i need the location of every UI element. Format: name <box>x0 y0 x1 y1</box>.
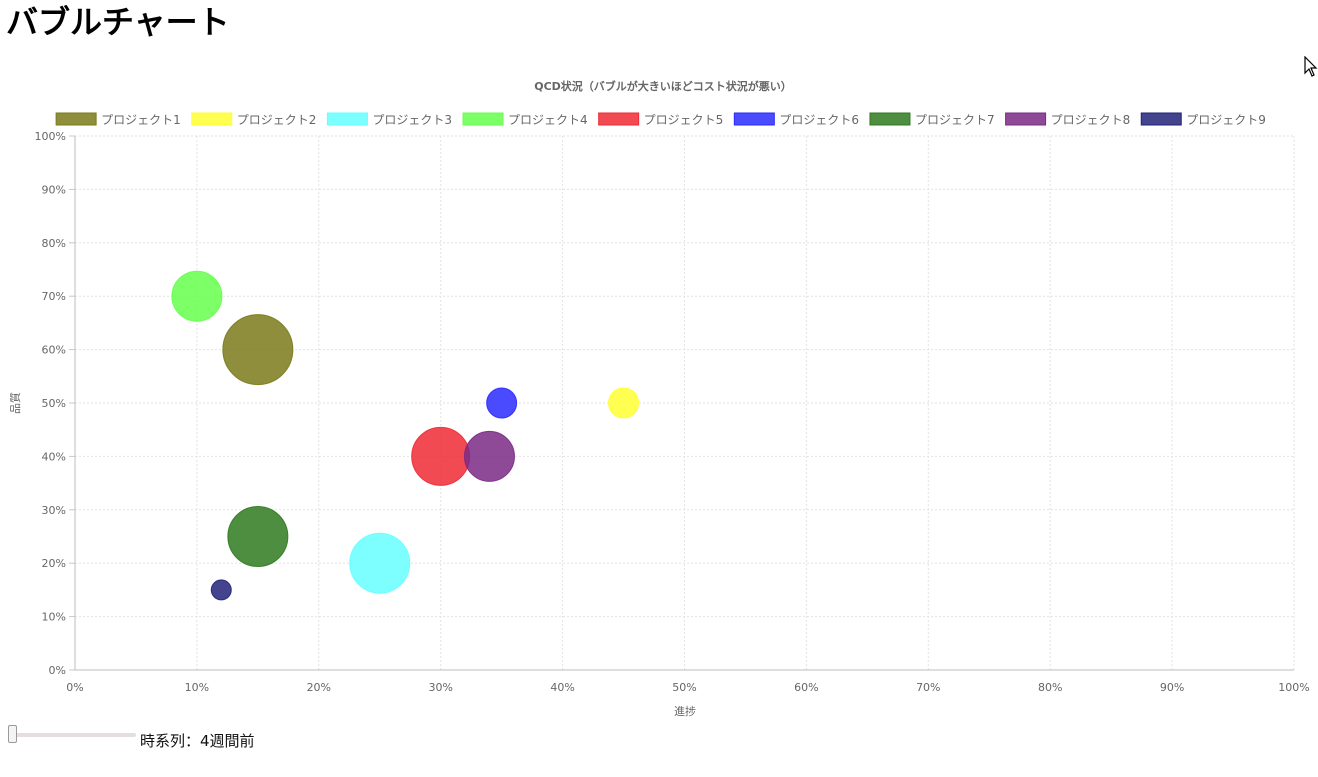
legend-item[interactable]: プロジェクト1 <box>55 112 181 127</box>
bubble[interactable] <box>349 532 411 594</box>
y-tick-label: 20% <box>42 557 66 570</box>
legend-swatch <box>1005 112 1047 126</box>
legend-label: プロジェクト3 <box>372 113 452 127</box>
bubble[interactable] <box>463 430 515 482</box>
legend-swatch <box>869 112 911 126</box>
x-tick-label: 20% <box>307 681 331 694</box>
x-tick-label: 10% <box>185 681 209 694</box>
slider-track[interactable] <box>8 733 136 737</box>
x-tick-label: 70% <box>916 681 940 694</box>
legend-item[interactable]: プロジェクト7 <box>869 112 995 127</box>
x-tick-label: 30% <box>428 681 452 694</box>
legend-label: プロジェクト9 <box>1186 113 1266 127</box>
legend-swatch <box>191 112 233 126</box>
x-axis-label: 進捗 <box>674 704 696 718</box>
x-tick-label: 50% <box>672 681 696 694</box>
legend-label: プロジェクト8 <box>1051 113 1131 127</box>
legend-item[interactable]: プロジェクト8 <box>1005 112 1131 127</box>
legend-swatch <box>1140 112 1182 126</box>
legend-item[interactable]: プロジェクト9 <box>1140 112 1266 127</box>
legend-label: プロジェクト6 <box>779 113 859 127</box>
x-tick-label: 90% <box>1160 681 1184 694</box>
legend-item[interactable]: プロジェクト3 <box>326 112 452 127</box>
chart-title: QCD状況（バブルが大きいほどコスト状況が悪い） <box>534 79 792 93</box>
chart-grid <box>74 135 1295 671</box>
legend-item[interactable]: プロジェクト4 <box>462 112 588 127</box>
bubble[interactable] <box>411 426 471 486</box>
y-tick-label: 30% <box>42 504 66 517</box>
y-axis-label: 品質 <box>8 392 22 414</box>
bubble[interactable] <box>210 579 232 601</box>
y-tick-label: 100% <box>35 130 66 143</box>
y-tick-label: 10% <box>42 611 66 624</box>
y-tick-label: 70% <box>42 290 66 303</box>
legend-swatch <box>55 112 97 126</box>
y-tick-label: 50% <box>42 397 66 410</box>
chart-bubbles <box>171 270 640 601</box>
legend-label: プロジェクト1 <box>101 113 181 127</box>
x-tick-label: 80% <box>1038 681 1062 694</box>
timeline-label: 時系列：4週間前 <box>140 732 255 750</box>
timeline-slider[interactable] <box>8 724 138 746</box>
bubble[interactable] <box>227 506 289 567</box>
legend-label: プロジェクト7 <box>915 113 995 127</box>
legend-swatch <box>462 112 504 126</box>
legend-item[interactable]: プロジェクト2 <box>191 112 317 127</box>
y-tick-label: 40% <box>42 450 66 463</box>
legend-item[interactable]: プロジェクト5 <box>598 112 724 127</box>
legend-swatch <box>733 112 775 126</box>
legend-swatch <box>326 112 368 126</box>
y-tick-label: 0% <box>49 664 66 677</box>
y-tick-label: 60% <box>42 344 66 357</box>
legend-label: プロジェクト5 <box>644 113 724 127</box>
x-tick-label: 60% <box>794 681 818 694</box>
legend-swatch <box>598 112 640 126</box>
x-tick-label: 100% <box>1278 681 1309 694</box>
y-tick-label: 90% <box>42 183 66 196</box>
legend-label: プロジェクト4 <box>508 113 588 127</box>
bubble-chart: QCD状況（バブルが大きいほどコスト状況が悪い） プロジェクト1 プロジェクト2 プ… <box>8 79 1310 718</box>
bubble[interactable] <box>171 270 223 322</box>
legend-label: プロジェクト2 <box>237 113 317 127</box>
legend-item[interactable]: プロジェクト6 <box>733 112 859 127</box>
x-tick-label: 0% <box>66 681 83 694</box>
y-tick-label: 80% <box>42 237 66 250</box>
chart-axes: 0% 10% 20% 30% 40% 50% 60% 70% 80% 90% 100% 0% 10% 20… <box>35 130 1310 694</box>
chart-legend: プロジェクト1 プロジェクト2 プロジェクト3 プロジェクト4 プロジェクト5 プロジェク… <box>55 112 1266 127</box>
bubble[interactable] <box>486 387 518 419</box>
bubble[interactable] <box>222 314 294 386</box>
page-title: バブルチャート <box>6 3 230 41</box>
bubble[interactable] <box>608 387 640 419</box>
x-tick-label: 40% <box>550 681 574 694</box>
mouse-cursor-icon <box>1304 56 1318 77</box>
slider-thumb[interactable] <box>8 725 17 743</box>
